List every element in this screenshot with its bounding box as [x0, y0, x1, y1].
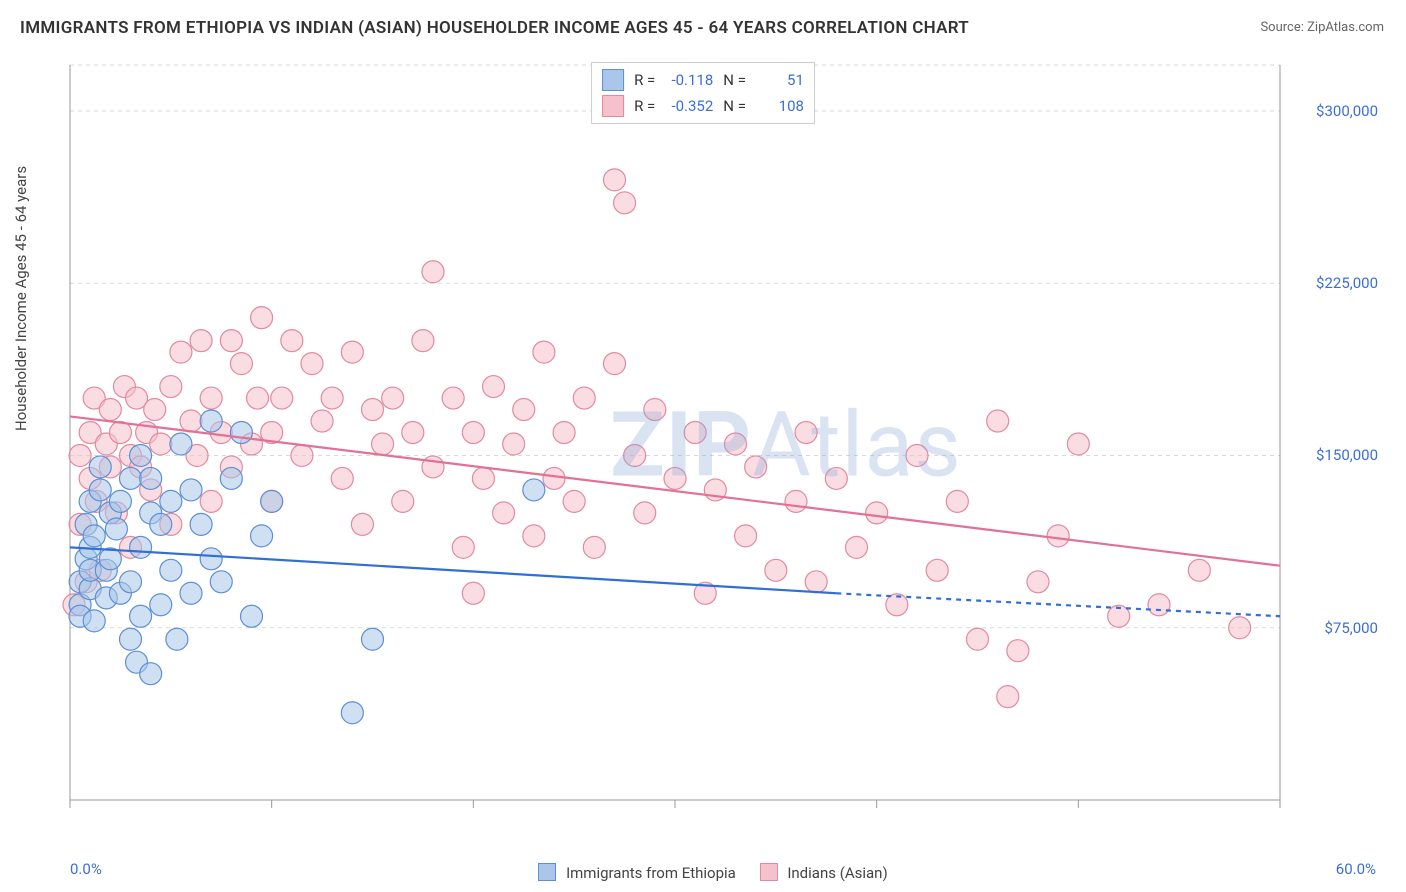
legend-swatch-indian	[760, 863, 778, 881]
y-tick-label: $150,000	[1316, 446, 1378, 464]
legend-swatch	[602, 69, 624, 91]
y-tick-label: $300,000	[1316, 102, 1378, 120]
r-value: -0.352	[665, 97, 713, 115]
n-value: 108	[756, 97, 804, 115]
y-tick-label: $75,000	[1324, 619, 1378, 637]
scatter-plot-area: ZIPAtlas	[60, 60, 1380, 830]
chart-title: IMMIGRANTS FROM ETHIOPIA VS INDIAN (ASIA…	[20, 18, 969, 38]
r-label: R =	[634, 97, 655, 115]
correlation-legend: R = -0.118 N = 51 R = -0.352 N = 108	[591, 62, 815, 124]
y-axis-label: Householder Income Ages 45 - 64 years	[12, 166, 30, 431]
legend-swatch	[602, 95, 624, 117]
legend-swatch-ethiopia	[538, 863, 556, 881]
n-value: 51	[756, 71, 804, 89]
n-label: N =	[723, 71, 746, 89]
n-label: N =	[723, 97, 746, 115]
y-tick-label: $225,000	[1316, 274, 1378, 292]
chart-svg	[60, 60, 1380, 830]
r-label: R =	[634, 71, 655, 89]
series-legend: Immigrants from Ethiopia Indians (Asian)	[0, 863, 1406, 882]
legend-row: R = -0.352 N = 108	[602, 93, 804, 119]
r-value: -0.118	[665, 71, 713, 89]
legend-label-ethiopia: Immigrants from Ethiopia	[566, 864, 736, 882]
legend-row: R = -0.118 N = 51	[602, 67, 804, 93]
legend-label-indian: Indians (Asian)	[787, 864, 887, 882]
source-label: Source:	[1260, 20, 1303, 35]
source-attribution: Source: ZipAtlas.com	[1260, 20, 1384, 35]
source-name: ZipAtlas.com	[1307, 20, 1384, 35]
